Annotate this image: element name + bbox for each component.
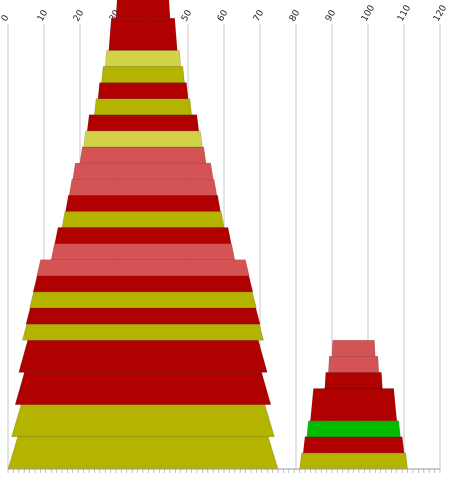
- x-tick-label: 90: [324, 8, 339, 23]
- x-tick-label: 110: [396, 3, 413, 23]
- bar-segment-stack1-1: [7, 436, 279, 470]
- bar-segment-stack1-6: [25, 307, 261, 325]
- bar-segment-stack1-14: [68, 178, 218, 196]
- bar-segment-stack1-17: [83, 130, 203, 148]
- bar-segment-stack1-24: [115, 0, 171, 19]
- bar-segment-stack1-20: [97, 82, 189, 99]
- x-tick-label: 80: [288, 8, 303, 23]
- bar-segment-stack1-3: [14, 372, 272, 405]
- bar-segment-stack1-9: [36, 259, 250, 277]
- bar-segment-stack1-4: [18, 339, 268, 373]
- bar-segment-stack2-6: [328, 356, 380, 373]
- x-tick-label: 50: [180, 8, 195, 23]
- x-tick-label: 100: [360, 3, 377, 23]
- x-tick-label: 60: [216, 8, 231, 23]
- bar-segment-stack1-19: [94, 98, 192, 116]
- bar-segments: [7, 0, 408, 470]
- bar-segment-stack2-5: [324, 372, 383, 389]
- bar-segment-stack2-4: [310, 388, 398, 421]
- bar-segment-stack1-5: [22, 323, 264, 341]
- baseline-minor-ticks: [7, 468, 441, 473]
- x-tick-label: 20: [72, 8, 87, 23]
- x-tick-label: 10: [36, 8, 51, 23]
- bar-segment-stack1-23: [108, 17, 178, 51]
- bar-segment-stack1-18: [86, 114, 200, 132]
- bar-segment-stack1-22: [104, 50, 182, 67]
- bar-segment-stack1-10: [50, 243, 236, 260]
- x-axis-tick-labels: 0102030405060708090100110120: [0, 3, 449, 23]
- bar-segment-stack1-21: [101, 66, 185, 83]
- bar-segment-stack1-15: [72, 162, 214, 180]
- bar-segment-stack1-12: [61, 211, 225, 228]
- x-tick-label: 70: [252, 8, 267, 23]
- bar-segment-stack2-7: [331, 339, 376, 357]
- bar-segment-stack1-8: [32, 275, 254, 293]
- bar-segment-stack1-7: [29, 291, 257, 309]
- bar-segment-stack1-16: [79, 146, 207, 164]
- x-tick-label: 0: [0, 13, 12, 23]
- bar-segment-stack2-3: [306, 420, 401, 438]
- bar-segment-stack1-2: [11, 404, 275, 438]
- bar-segment-stack2-1: [299, 452, 408, 470]
- bar-segment-stack2-2: [302, 436, 405, 454]
- bar-segment-stack1-11: [54, 227, 232, 244]
- x-tick-label: 120: [432, 3, 449, 23]
- bar-segment-stack1-13: [65, 195, 221, 212]
